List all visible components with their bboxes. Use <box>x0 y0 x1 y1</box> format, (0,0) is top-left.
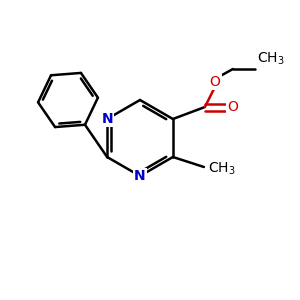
Text: N: N <box>101 112 113 126</box>
Text: CH$_3$: CH$_3$ <box>257 51 284 67</box>
Text: N: N <box>134 169 146 183</box>
Text: O: O <box>227 100 238 114</box>
Text: CH$_3$: CH$_3$ <box>208 161 236 177</box>
Text: O: O <box>209 75 220 89</box>
